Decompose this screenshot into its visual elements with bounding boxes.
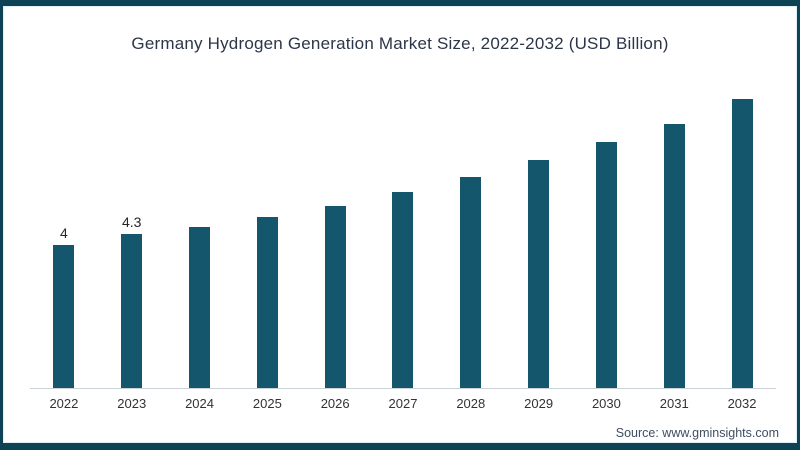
bar-2022 xyxy=(53,245,75,388)
bar-2026 xyxy=(324,206,346,388)
plot-area: 4 4.3 xyxy=(30,94,776,389)
bar-column-2032 xyxy=(708,94,776,388)
chart-title: Germany Hydrogen Generation Market Size,… xyxy=(131,34,669,53)
bar-column-2031 xyxy=(640,94,708,388)
x-tick-2031: 2031 xyxy=(659,396,689,411)
data-label-2023: 4.3 xyxy=(121,214,142,230)
bar-column-2023: 4.3 xyxy=(98,94,166,388)
x-tick-2026: 2026 xyxy=(320,396,350,411)
bar-column-2026 xyxy=(301,94,369,388)
bar-2028 xyxy=(460,177,482,388)
bar-2027 xyxy=(392,192,414,388)
x-tick-2022: 2022 xyxy=(49,396,79,411)
bar-2023 xyxy=(121,234,143,388)
bar-column-2024 xyxy=(166,94,234,388)
x-tick-2028: 2028 xyxy=(456,396,486,411)
data-label-2022: 4 xyxy=(60,225,68,241)
x-tick-2025: 2025 xyxy=(252,396,282,411)
x-tick-2023: 2023 xyxy=(117,396,147,411)
x-tick-2032: 2032 xyxy=(727,396,757,411)
bar-column-2030 xyxy=(573,94,641,388)
x-tick-2029: 2029 xyxy=(524,396,554,411)
x-tick-2027: 2027 xyxy=(388,396,418,411)
x-tick-2024: 2024 xyxy=(185,396,214,411)
bar-column-2025 xyxy=(233,94,301,388)
bar-2031 xyxy=(663,124,685,388)
x-axis: 2022 2023 2024 2025 2026 2027 2028 2029 2030 2031… xyxy=(30,396,776,411)
bar-2032 xyxy=(731,99,753,388)
bar-2025 xyxy=(256,217,278,388)
bar-2029 xyxy=(528,160,550,388)
bar-2024 xyxy=(189,227,211,388)
bar-2030 xyxy=(595,142,617,388)
bar-column-2027 xyxy=(369,94,437,388)
x-tick-2030: 2030 xyxy=(591,396,621,411)
bar-column-2029 xyxy=(505,94,573,388)
source-text: Source: www.gminsights.com xyxy=(615,426,779,440)
bar-column-2028 xyxy=(437,94,505,388)
bar-column-2022: 4 xyxy=(30,94,98,388)
